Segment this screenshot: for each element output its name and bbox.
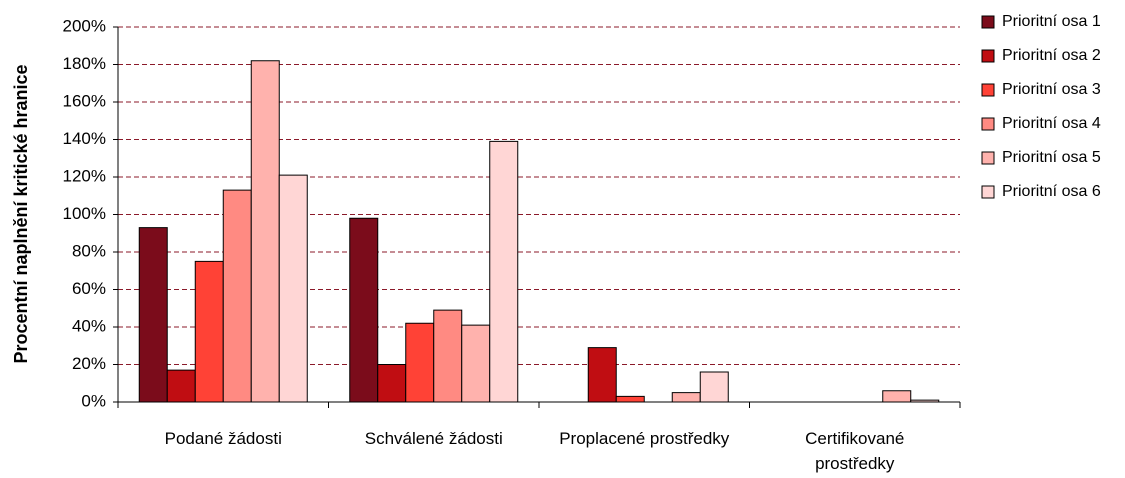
legend-swatch (981, 151, 995, 165)
y-tick-label: 0% (81, 391, 106, 410)
legend-label: Prioritní osa 4 (1002, 115, 1101, 132)
legend-swatch (981, 83, 995, 97)
bar (433, 309, 463, 403)
legend-label: Prioritní osa 2 (1002, 47, 1101, 64)
legend-label: Prioritní osa 5 (1002, 149, 1101, 166)
bar (250, 60, 280, 403)
y-tick-label: 140% (63, 129, 106, 148)
legend-label: Prioritní osa 1 (1002, 13, 1101, 30)
legend-label: Prioritní osa 3 (1002, 81, 1101, 98)
legend-label: Prioritní osa 6 (1002, 183, 1101, 200)
bar (278, 174, 308, 403)
y-tick-label: 200% (63, 16, 106, 35)
bar (587, 347, 617, 403)
x-tick-label: Podané žádosti (164, 429, 282, 448)
bar (615, 395, 645, 403)
legend-swatch (981, 185, 995, 199)
bar (405, 322, 435, 403)
legend-swatch (981, 15, 995, 29)
bar (461, 324, 491, 403)
x-tick-label: Proplacené prostředky (559, 429, 730, 448)
bar (166, 369, 196, 403)
x-tick-label: Schválené žádosti (364, 429, 503, 448)
bar (138, 227, 168, 403)
bar (222, 189, 252, 403)
y-tick-label: 160% (63, 91, 106, 110)
y-axis-title: Procentní naplnění kritické hranice (11, 64, 31, 363)
y-tick-label: 120% (63, 166, 106, 185)
bar (194, 260, 224, 403)
y-tick-label: 40% (72, 316, 106, 335)
y-tick-label: 180% (63, 54, 106, 73)
bar (699, 371, 729, 403)
legend-swatch (981, 117, 995, 131)
y-tick-label: 80% (72, 241, 106, 260)
bar (910, 399, 940, 403)
bar (671, 392, 701, 403)
y-tick-label: 100% (63, 204, 106, 223)
bar (882, 390, 912, 403)
bar (377, 364, 407, 403)
y-tick-label: 20% (72, 354, 106, 373)
legend-swatch (981, 49, 995, 63)
y-tick-label: 60% (72, 279, 106, 298)
bar (349, 217, 379, 403)
x-tick-label: Certifikované prostředky (805, 429, 905, 473)
bar (489, 140, 519, 403)
